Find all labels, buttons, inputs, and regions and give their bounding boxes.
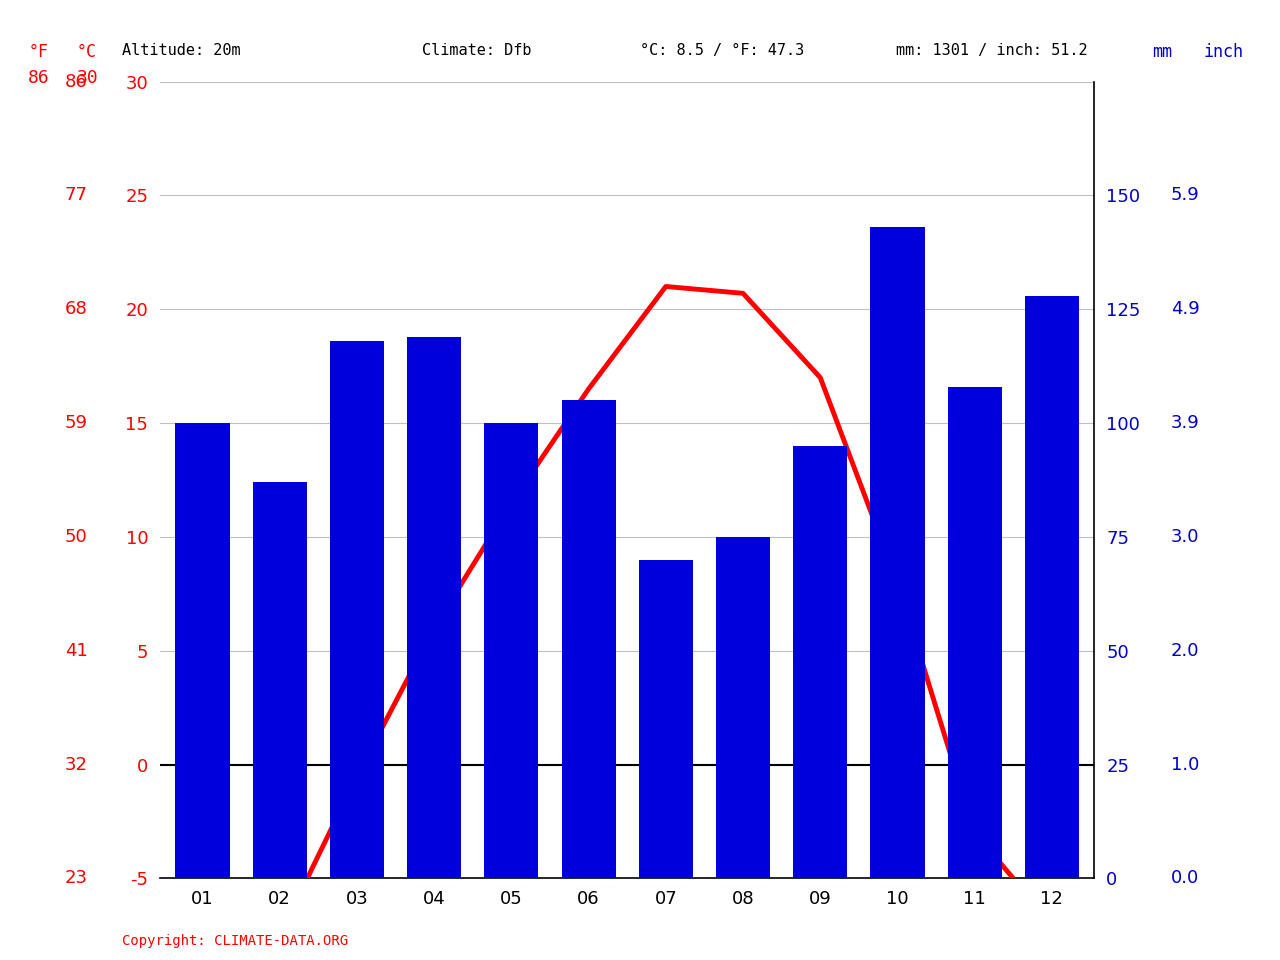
- Text: 1.0: 1.0: [1171, 756, 1199, 774]
- Bar: [716, 537, 771, 878]
- Text: 86: 86: [28, 69, 50, 87]
- Text: °C: °C: [77, 43, 97, 61]
- Bar: [639, 560, 692, 878]
- Text: 3.9: 3.9: [1171, 414, 1199, 432]
- Text: mm: mm: [1152, 43, 1172, 61]
- Bar: [175, 423, 229, 878]
- Text: 41: 41: [65, 641, 88, 660]
- Text: 4.9: 4.9: [1171, 300, 1199, 319]
- Bar: [794, 445, 847, 878]
- Bar: [252, 482, 307, 878]
- Text: 30: 30: [77, 69, 99, 87]
- Text: 23: 23: [65, 870, 88, 887]
- Bar: [870, 228, 924, 878]
- Bar: [1025, 296, 1079, 878]
- Text: 5.9: 5.9: [1171, 186, 1199, 204]
- Text: 59: 59: [65, 414, 88, 432]
- Bar: [484, 423, 539, 878]
- Text: Climate: Dfb: Climate: Dfb: [422, 43, 532, 59]
- Bar: [407, 337, 461, 878]
- Text: 32: 32: [65, 756, 88, 774]
- Text: Altitude: 20m: Altitude: 20m: [122, 43, 241, 59]
- Text: 68: 68: [65, 300, 88, 319]
- Bar: [947, 387, 1002, 878]
- Text: inch: inch: [1203, 43, 1243, 61]
- Text: 77: 77: [65, 186, 88, 204]
- Text: 86: 86: [65, 73, 88, 90]
- Text: mm: 1301 / inch: 51.2: mm: 1301 / inch: 51.2: [896, 43, 1088, 59]
- Text: 2.0: 2.0: [1171, 641, 1199, 660]
- Text: °C: 8.5 / °F: 47.3: °C: 8.5 / °F: 47.3: [640, 43, 804, 59]
- Text: °F: °F: [28, 43, 49, 61]
- Bar: [330, 341, 384, 878]
- Text: Copyright: CLIMATE-DATA.ORG: Copyright: CLIMATE-DATA.ORG: [122, 934, 348, 948]
- Bar: [562, 400, 616, 878]
- Text: 50: 50: [65, 528, 88, 546]
- Text: 0.0: 0.0: [1171, 870, 1199, 887]
- Text: 3.0: 3.0: [1171, 528, 1199, 546]
